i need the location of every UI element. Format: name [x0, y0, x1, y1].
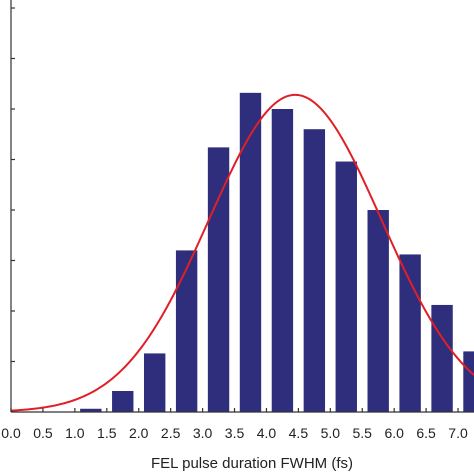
histogram-bar: [463, 351, 474, 412]
x-tick-label: 5.5: [353, 425, 373, 441]
x-tick-label: 6.5: [416, 425, 436, 441]
x-tick-label: 0.5: [33, 425, 53, 441]
gaussian-fit-curve: [10, 93, 474, 412]
x-tick-label: 5.0: [321, 425, 341, 441]
histogram-bar: [143, 353, 166, 412]
x-tick-label: 2.0: [129, 425, 149, 441]
histogram-bar: [80, 408, 102, 412]
x-tick-label: 4.5: [289, 425, 309, 441]
histogram-bar: [207, 147, 230, 412]
bars-layer: [80, 92, 474, 412]
histogram-bar: [175, 250, 198, 412]
x-tick-label: 1.5: [97, 425, 117, 441]
x-tick-label: 4.0: [257, 425, 277, 441]
histogram-bar: [112, 390, 134, 412]
x-tick-label: 1.0: [65, 425, 85, 441]
histogram-bar: [303, 129, 326, 412]
x-tick-label: 3.5: [225, 425, 245, 441]
histogram-bar: [271, 109, 294, 412]
x-tick-label: 6.0: [384, 425, 404, 441]
x-tick-label: 2.5: [161, 425, 181, 441]
histogram-bar: [335, 161, 357, 412]
histogram-bar: [239, 92, 262, 412]
x-tick-label: 0.0: [1, 425, 21, 441]
histogram-bar: [431, 304, 453, 412]
x-tick-label: 3.0: [193, 425, 213, 441]
x-tick-label: 7.0: [448, 425, 468, 441]
axes-layer: 0.0 0.5 1.0 1.5 2.0 2.5 3.0 3.5 4.0 4.5 5.0 5.5 6.0 6…: [1, 0, 474, 441]
histogram-bar: [399, 254, 421, 412]
histogram-bar: [367, 210, 389, 412]
x-axis-title: FEL pulse duration FWHM (fs): [151, 455, 353, 472]
